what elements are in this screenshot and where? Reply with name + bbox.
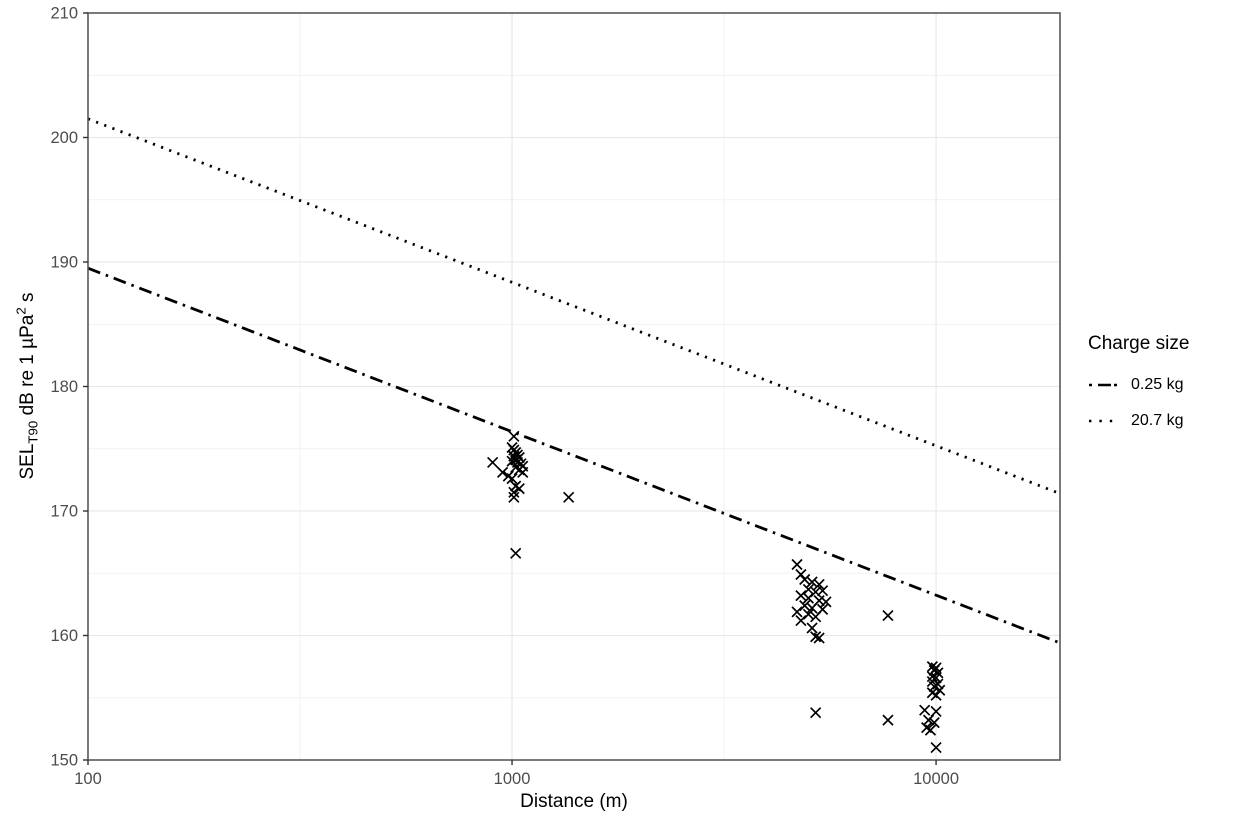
data-point-x-marker	[510, 547, 522, 559]
data-point-x-marker	[563, 491, 575, 503]
data-point-x-marker	[496, 466, 509, 479]
x-axis-title: Distance (m)	[520, 791, 628, 812]
data-point-x-marker	[806, 622, 818, 634]
y-tick-label: 210	[50, 5, 78, 23]
y-tick-label: 190	[50, 254, 78, 272]
data-point-x-marker	[799, 573, 811, 586]
y-title-prefix: SEL	[16, 443, 38, 480]
y-tick-label: 160	[50, 627, 78, 645]
data-point-x-marker	[810, 611, 822, 623]
data-point-x-marker	[928, 717, 940, 729]
data-point-x-marker	[508, 491, 520, 503]
axis-tick-labels: 100 1000 10000 150 160 170 180 190 200 210	[50, 5, 959, 789]
data-point-x-marker	[508, 430, 520, 442]
y-title-superscript: 2	[13, 307, 29, 315]
data-point-x-marker	[806, 576, 818, 588]
y-tick-label: 170	[50, 503, 78, 521]
data-point-x-marker	[795, 590, 807, 602]
x-tick-label: 1000	[494, 770, 531, 788]
dotdash-line-icon	[1089, 383, 1117, 387]
data-point-x-marker	[795, 614, 807, 627]
legend-item-label: 20.7 kg	[1131, 412, 1184, 429]
data-point-x-marker	[934, 684, 946, 696]
trend-lines	[87, 117, 1061, 645]
data-point-x-marker	[802, 592, 815, 604]
legend-item-label: 0.25 kg	[1131, 376, 1184, 393]
data-point-x-marker	[813, 632, 825, 644]
trend-line-dotdash	[87, 266, 1061, 645]
data-point-x-marker	[506, 473, 518, 485]
data-point-x-marker	[810, 707, 822, 719]
scatter-points	[487, 430, 946, 754]
data-point-x-marker	[882, 609, 894, 622]
data-point-x-marker	[517, 466, 529, 479]
legend-item-207kg: 20.7 kg	[1088, 409, 1189, 433]
data-point-x-marker	[928, 680, 940, 693]
dotted-line-icon	[1089, 419, 1117, 423]
data-point-x-marker	[820, 596, 832, 608]
y-tick-label: 200	[50, 129, 78, 147]
y-tick-label: 150	[50, 752, 78, 770]
data-point-x-marker	[930, 689, 942, 701]
data-point-x-marker	[791, 606, 803, 618]
data-point-x-marker	[508, 486, 520, 498]
data-point-x-marker	[810, 631, 822, 643]
data-point-x-marker	[882, 714, 894, 726]
data-point-x-marker	[813, 578, 825, 591]
data-point-x-marker	[806, 602, 818, 614]
data-point-x-marker	[791, 558, 803, 571]
data-point-x-marker	[513, 482, 525, 495]
data-point-x-marker	[487, 456, 499, 469]
data-point-x-marker	[816, 585, 829, 597]
axis-tick-marks	[83, 12, 937, 765]
data-point-x-marker	[926, 670, 938, 683]
data-point-x-marker	[919, 704, 931, 716]
data-point-x-marker	[930, 741, 942, 754]
y-title-suffix: s	[16, 292, 38, 308]
data-point-x-marker	[924, 724, 937, 736]
x-tick-label: 100	[74, 770, 102, 788]
x-tick-label: 10000	[913, 770, 959, 788]
legend: Charge size 0.25 kg 20.7 kg	[1088, 333, 1189, 445]
y-title-middle: dB re 1 µPa	[16, 314, 38, 421]
y-title-subscript: T90	[25, 420, 41, 444]
data-point-x-marker	[802, 583, 815, 596]
data-point-x-marker	[799, 600, 811, 612]
y-tick-label: 180	[50, 378, 78, 396]
data-point-x-marker	[802, 608, 815, 620]
y-axis-title: SELT90 dB re 1 µPa2 s	[13, 292, 40, 479]
legend-item-025kg: 0.25 kg	[1088, 373, 1189, 397]
legend-title: Charge size	[1088, 333, 1190, 354]
